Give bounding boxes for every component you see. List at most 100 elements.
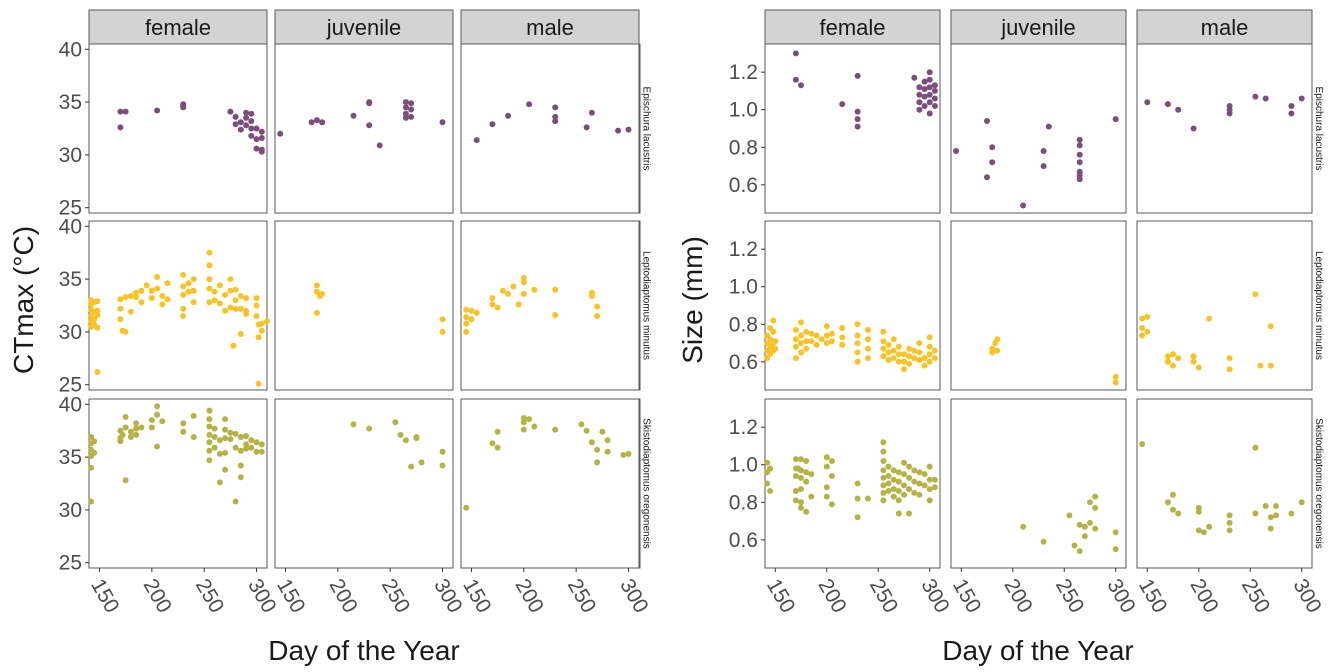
data-point bbox=[792, 456, 799, 463]
data-point bbox=[180, 103, 187, 110]
data-point bbox=[1087, 519, 1093, 526]
data-point bbox=[1139, 441, 1146, 448]
x-tick-label: 150 bbox=[458, 575, 495, 617]
data-point bbox=[494, 304, 501, 311]
panel-frame bbox=[1136, 220, 1313, 391]
facet-strip-juvenile bbox=[950, 9, 1127, 45]
data-point bbox=[117, 438, 124, 445]
data-point bbox=[880, 353, 887, 360]
data-point bbox=[885, 349, 892, 356]
data-point bbox=[520, 419, 527, 426]
data-point bbox=[133, 289, 140, 296]
data-point bbox=[921, 362, 928, 369]
data-point bbox=[854, 480, 861, 487]
data-point bbox=[911, 489, 918, 496]
data-point bbox=[901, 351, 907, 358]
data-point bbox=[439, 448, 446, 455]
data-point bbox=[926, 99, 933, 106]
data-point bbox=[625, 450, 632, 457]
data-point bbox=[880, 448, 887, 455]
y-tick-label: 35 bbox=[59, 268, 82, 291]
x-tick-label: 200 bbox=[324, 575, 361, 617]
x-tick-label: 250 bbox=[563, 575, 600, 617]
data-point bbox=[813, 341, 820, 348]
data-point bbox=[803, 478, 810, 485]
y-tick-label: 0.6 bbox=[729, 529, 758, 552]
data-point bbox=[880, 474, 887, 481]
data-point bbox=[232, 444, 239, 451]
data-point bbox=[408, 106, 415, 113]
data-point bbox=[864, 345, 871, 352]
data-point bbox=[211, 288, 218, 295]
data-point bbox=[864, 336, 871, 343]
data-point bbox=[1175, 355, 1182, 362]
data-point bbox=[143, 282, 150, 289]
data-point bbox=[828, 330, 835, 337]
data-point bbox=[864, 355, 871, 362]
data-point bbox=[1045, 123, 1052, 130]
data-point bbox=[604, 437, 611, 444]
data-point bbox=[258, 148, 265, 155]
y-tick-label: 1.2 bbox=[729, 238, 758, 261]
x-tick-label: 300 bbox=[243, 575, 280, 617]
data-point bbox=[984, 174, 990, 181]
data-point bbox=[180, 305, 187, 312]
data-point bbox=[180, 291, 187, 298]
data-point bbox=[520, 275, 527, 281]
data-point bbox=[206, 416, 213, 423]
data-point bbox=[258, 327, 265, 334]
data-point bbox=[133, 420, 140, 427]
data-point bbox=[772, 345, 779, 352]
data-point bbox=[901, 471, 907, 478]
data-point bbox=[237, 331, 244, 337]
data-point bbox=[916, 480, 923, 487]
data-point bbox=[505, 290, 512, 297]
data-point bbox=[319, 290, 326, 297]
data-point bbox=[237, 474, 244, 481]
ctmax-facet-chart: female juvenile male Epischura lacustris Lep… bbox=[8, 9, 653, 666]
data-point bbox=[148, 295, 155, 302]
data-point bbox=[911, 74, 918, 81]
panel-frame bbox=[274, 43, 454, 214]
data-point bbox=[258, 441, 265, 448]
data-point bbox=[180, 420, 187, 427]
x-tick-label: 150 bbox=[272, 575, 309, 617]
data-point bbox=[526, 101, 533, 108]
panel-frame bbox=[764, 398, 941, 569]
data-point bbox=[180, 313, 187, 320]
data-point bbox=[122, 108, 129, 115]
y-tick-label: 25 bbox=[59, 197, 82, 220]
data-point bbox=[408, 463, 415, 470]
data-point bbox=[402, 114, 409, 121]
data-point bbox=[248, 118, 255, 125]
data-point bbox=[926, 84, 933, 91]
data-point bbox=[190, 412, 197, 419]
y-tick-label: 30 bbox=[59, 144, 82, 167]
data-point bbox=[1144, 328, 1151, 335]
data-point bbox=[583, 124, 590, 131]
data-point bbox=[885, 473, 892, 479]
data-point bbox=[984, 118, 990, 124]
data-point bbox=[1252, 291, 1259, 298]
data-point bbox=[531, 286, 538, 293]
data-point bbox=[839, 334, 846, 341]
panel-frame bbox=[88, 220, 268, 391]
data-point bbox=[926, 486, 933, 493]
panel-frame bbox=[460, 398, 640, 569]
data-point bbox=[258, 320, 265, 327]
data-point bbox=[154, 107, 161, 114]
data-point bbox=[313, 288, 320, 295]
data-point bbox=[88, 464, 95, 471]
data-point bbox=[1020, 523, 1027, 530]
data-point bbox=[350, 112, 357, 119]
data-point bbox=[255, 334, 262, 341]
y-tick-label: 25 bbox=[59, 374, 82, 397]
data-point bbox=[1076, 521, 1083, 528]
data-point bbox=[1076, 176, 1083, 183]
data-point bbox=[625, 126, 632, 133]
data-point bbox=[258, 448, 265, 455]
data-point bbox=[926, 334, 933, 341]
data-point bbox=[1298, 499, 1305, 506]
facet-label-female: female bbox=[819, 15, 885, 40]
data-point bbox=[792, 355, 799, 362]
